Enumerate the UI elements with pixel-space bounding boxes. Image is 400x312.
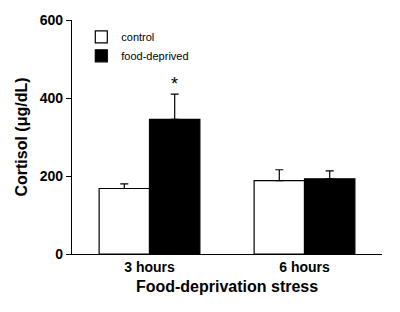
svg-text:3 hours: 3 hours (124, 259, 175, 275)
svg-text:600: 600 (40, 12, 64, 28)
svg-text:*: * (171, 74, 178, 94)
svg-text:6 hours: 6 hours (279, 259, 330, 275)
svg-text:control: control (121, 31, 154, 43)
svg-text:200: 200 (40, 168, 64, 184)
svg-text:0: 0 (55, 246, 63, 262)
svg-text:Food-deprivation stress: Food-deprivation stress (136, 278, 318, 295)
svg-text:Cortisol (μg/dL): Cortisol (μg/dL) (13, 77, 30, 196)
svg-text:food-deprived: food-deprived (121, 50, 188, 62)
svg-text:400: 400 (40, 90, 64, 106)
